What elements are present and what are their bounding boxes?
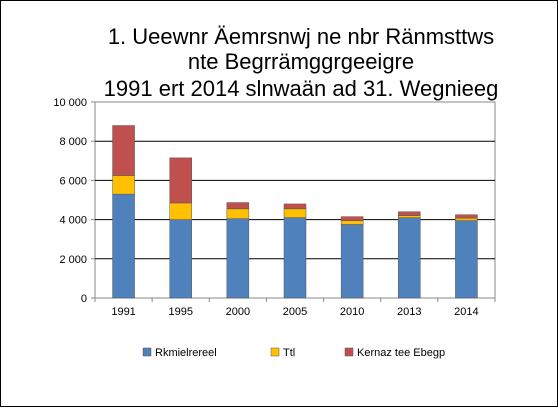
- x-tick-label: 1991: [111, 306, 135, 318]
- bar-segment: [283, 217, 307, 299]
- x-tick-label: 2010: [340, 306, 364, 318]
- legend-swatch: [344, 347, 354, 357]
- legend-label: Kernaz tee Ebegp: [357, 347, 445, 359]
- chart-title-line: nte Begrrämggrgeeigre: [188, 49, 414, 74]
- y-tick-label: 4 000: [59, 215, 87, 227]
- bar-segment: [169, 202, 192, 220]
- x-tick-label: 2014: [454, 306, 478, 318]
- x-tick-label: 2013: [397, 306, 421, 318]
- x-tick-label: 2005: [283, 306, 307, 318]
- axes: 0 2 000 4 000 6 000 8 000 10 000 1991 1995 2000 2…: [53, 97, 496, 318]
- y-tick-label: 0: [81, 293, 87, 305]
- bar-segment: [455, 214, 478, 219]
- y-tick-label: 6 000: [59, 175, 87, 187]
- chart-title-line: 1991 ert 2014 slnwaän ad 31. Wegnieeg: [104, 76, 499, 101]
- x-tick-label: 2000: [226, 306, 250, 318]
- bar-segment: [283, 203, 307, 210]
- legend-swatch: [142, 347, 152, 357]
- bar-segment: [340, 220, 364, 225]
- legend-label: Rkmielrereel: [155, 347, 217, 359]
- legend-swatch: [270, 347, 280, 357]
- bar-segment: [112, 125, 135, 176]
- bar-segment: [112, 193, 135, 299]
- x-tick-label: 1995: [168, 306, 192, 318]
- y-tick-label: 8 000: [59, 136, 87, 148]
- bar-segment: [340, 224, 364, 299]
- bars: [112, 125, 478, 299]
- legend: Rkmielrereel Ttl Kernaz tee Ebegp: [142, 347, 445, 359]
- chart-title-line: 1. Ueewnr Äemrsnwj ne nbr Ränmsttws: [108, 24, 494, 49]
- bar-segment: [340, 216, 364, 221]
- y-tick-label: 2 000: [59, 254, 87, 266]
- bar-segment: [226, 202, 250, 210]
- bar-segment: [455, 220, 478, 299]
- bar-segment: [455, 217, 478, 221]
- bar-segment: [398, 211, 421, 216]
- bar-segment: [169, 219, 192, 299]
- bar-segment: [283, 208, 307, 218]
- bar-segment: [398, 215, 421, 218]
- bar-segment: [169, 157, 192, 204]
- bar-segment: [226, 218, 250, 299]
- y-tick-label: 10 000: [53, 97, 87, 109]
- legend-label: Ttl: [283, 347, 295, 359]
- bar-segment: [398, 217, 421, 299]
- bar-segment: [226, 208, 250, 219]
- bar-segment: [112, 175, 135, 195]
